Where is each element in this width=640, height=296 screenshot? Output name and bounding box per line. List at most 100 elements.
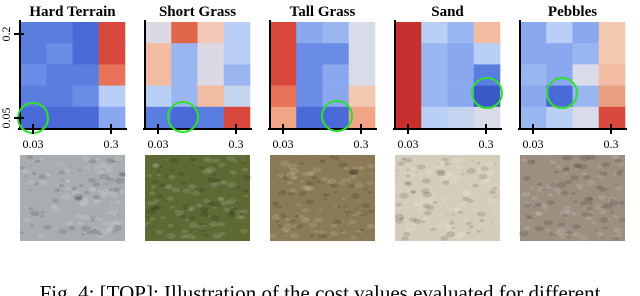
photo-texture <box>236 215 243 219</box>
heatmap-cell <box>448 43 475 64</box>
photo-texture <box>175 210 185 216</box>
photo-texture <box>471 208 475 210</box>
photo-texture <box>343 166 349 170</box>
heatmap-cell <box>395 43 422 64</box>
photo-texture <box>352 211 358 214</box>
photo-texture <box>425 163 428 165</box>
heatmap-cell <box>73 86 100 108</box>
photo-texture <box>40 215 44 218</box>
heatmap-cell <box>599 86 626 108</box>
photo-texture <box>105 168 114 173</box>
photo-texture <box>321 161 323 162</box>
photo-texture <box>430 228 435 231</box>
photo-texture <box>406 186 410 188</box>
photo-texture <box>26 155 33 159</box>
photo-texture <box>602 171 606 173</box>
heatmap-cell <box>421 64 448 86</box>
photo-texture <box>476 230 480 233</box>
photo-texture <box>29 207 34 210</box>
photo-texture <box>425 198 435 204</box>
photo-texture <box>287 181 293 184</box>
photo-texture <box>614 159 622 164</box>
photo-texture <box>311 176 317 180</box>
photo-texture <box>115 178 125 184</box>
photo-texture <box>189 216 196 220</box>
photo-texture <box>99 163 108 169</box>
heatmap-cell <box>546 22 573 44</box>
photo-texture <box>25 206 29 208</box>
photo-texture <box>85 232 87 233</box>
photo-texture <box>307 171 315 176</box>
panel-title: Sand <box>431 4 464 20</box>
photo-texture <box>495 222 498 224</box>
photo-texture <box>278 214 287 219</box>
heatmap-cell <box>198 64 225 86</box>
photo-texture <box>218 222 226 227</box>
photo-texture <box>21 169 29 174</box>
photo-texture <box>409 167 416 171</box>
photo-texture <box>448 208 451 210</box>
heatmap-cell <box>99 43 126 64</box>
photo-texture <box>587 180 595 185</box>
photo-texture <box>564 155 573 161</box>
photo-texture <box>299 191 307 196</box>
photo-texture <box>299 215 305 219</box>
photo-texture <box>326 181 329 183</box>
photo-texture <box>52 199 59 203</box>
photo-texture <box>93 169 96 171</box>
photo-texture <box>416 171 418 172</box>
photo-texture <box>119 189 126 193</box>
photo-texture <box>227 182 237 188</box>
photo-texture <box>181 229 188 233</box>
photo-texture <box>565 180 572 184</box>
photo-texture <box>195 204 202 208</box>
heatmap-cell <box>73 22 100 44</box>
photo-texture <box>54 189 60 193</box>
photo-texture <box>299 162 303 165</box>
photo-texture <box>338 180 346 185</box>
photo-texture <box>313 218 322 223</box>
photo-texture <box>354 182 363 188</box>
photo-texture <box>89 159 96 163</box>
photo-texture <box>236 186 241 189</box>
photo-texture <box>199 188 206 192</box>
photo-texture <box>432 194 436 196</box>
heatmap-cell <box>145 64 172 86</box>
photo-texture <box>599 210 606 214</box>
panel-title: Pebbles <box>548 4 597 20</box>
photo-texture <box>89 187 96 191</box>
photo-texture <box>454 233 463 238</box>
photo-texture <box>151 188 153 189</box>
photo-texture <box>119 172 126 176</box>
photo-texture <box>198 225 207 231</box>
photo-texture <box>446 170 454 175</box>
photo-texture <box>242 159 245 161</box>
photo-texture <box>443 196 449 199</box>
photo-texture <box>369 172 373 174</box>
photo-texture <box>595 230 598 232</box>
photo-texture <box>573 164 579 168</box>
photo-texture <box>312 167 321 173</box>
heatmap-cell <box>520 22 547 44</box>
photo-texture <box>396 203 402 206</box>
photo-texture <box>556 193 560 196</box>
photo-texture <box>469 225 474 228</box>
photo-texture <box>30 225 34 228</box>
photo-texture <box>349 169 359 175</box>
photo-texture <box>306 200 314 205</box>
photo-texture <box>401 236 409 241</box>
photo-texture <box>328 237 331 239</box>
photo-texture <box>203 199 210 203</box>
photo-texture <box>583 175 590 179</box>
photo-texture <box>93 201 97 203</box>
photo-texture <box>522 158 528 162</box>
photo-texture <box>412 158 417 161</box>
photo-texture <box>98 218 103 221</box>
photo-texture <box>100 193 108 198</box>
photo-texture <box>404 181 413 186</box>
photo-texture <box>277 173 284 177</box>
heatmap-cell <box>224 64 251 86</box>
heatmap-cell <box>296 43 323 64</box>
photo-texture <box>437 225 444 229</box>
photo-texture <box>442 180 449 184</box>
